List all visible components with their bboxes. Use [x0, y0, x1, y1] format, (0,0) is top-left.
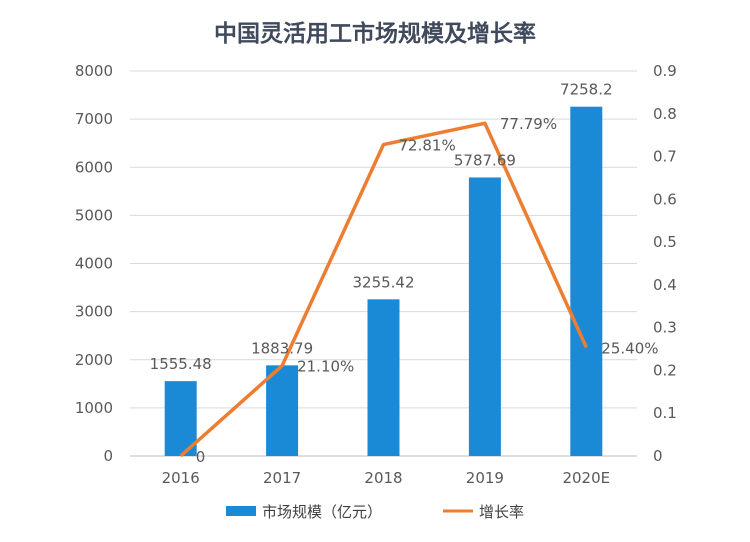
- y-left-tick-label: 3000: [75, 303, 113, 321]
- y-right-tick-label: 0.4: [653, 276, 677, 294]
- line-value-label: 25.40%: [601, 339, 658, 357]
- legend-label-bar: 市场规模（亿元）: [262, 503, 382, 521]
- bar: [367, 299, 400, 456]
- bar-value-label: 1555.48: [150, 355, 212, 373]
- legend: 市场规模（亿元） 增长率: [226, 503, 524, 521]
- y-left-tick-label: 6000: [75, 158, 113, 176]
- y-axis-right: 0 0.1 0.2 0.3 0.4 0.5 0.6 0.7 0.8 0.9: [653, 62, 677, 465]
- line-value-label: 72.81%: [399, 137, 456, 155]
- x-axis: 2016 2017 2018 2019 2020E: [162, 469, 611, 487]
- x-tick-label: 2020E: [562, 469, 610, 487]
- chart-title: 中国灵活用工市场规模及增长率: [214, 20, 536, 47]
- bar-value-label: 5787.69: [454, 151, 516, 169]
- y-right-tick-label: 0: [653, 447, 663, 465]
- y-right-tick-label: 0.9: [653, 62, 677, 80]
- bar: [266, 365, 299, 456]
- x-tick-label: 2016: [162, 469, 200, 487]
- y-right-tick-label: 0.1: [653, 404, 677, 422]
- line-value-label: 21.10%: [297, 358, 354, 376]
- y-right-tick-label: 0.6: [653, 190, 677, 208]
- legend-swatch-bar: [226, 506, 256, 516]
- line-value-label: 77.79%: [500, 115, 557, 133]
- bar-value-label: 3255.42: [352, 273, 414, 291]
- bar: [570, 106, 603, 456]
- line-value-label: 0: [196, 448, 206, 466]
- x-tick-label: 2017: [263, 469, 301, 487]
- y-left-tick-label: 1000: [75, 399, 113, 417]
- x-tick-label: 2019: [466, 469, 504, 487]
- bar: [468, 177, 501, 457]
- y-axis-left: 0 1000 2000 3000 4000 5000 6000 7000 8000: [75, 62, 113, 465]
- y-left-tick-label: 8000: [75, 62, 113, 80]
- y-right-tick-label: 0.8: [653, 105, 677, 123]
- bar-data-labels: 1555.48 1883.79 3255.42 5787.69 7258.2: [150, 81, 613, 373]
- y-left-tick-label: 7000: [75, 110, 113, 128]
- bar: [164, 381, 197, 456]
- y-right-tick-label: 0.3: [653, 319, 677, 337]
- x-tick-label: 2018: [364, 469, 402, 487]
- y-left-tick-label: 0: [103, 447, 113, 465]
- line-series: [179, 121, 588, 458]
- y-right-tick-label: 0.5: [653, 233, 677, 251]
- line-data-labels: 0 21.10% 72.81% 77.79% 25.40%: [196, 115, 659, 466]
- bar-value-label: 1883.79: [251, 339, 313, 357]
- y-left-tick-label: 2000: [75, 351, 113, 369]
- y-right-tick-label: 0.2: [653, 361, 677, 379]
- bar-value-label: 7258.2: [560, 81, 613, 99]
- y-right-tick-label: 0.7: [653, 148, 677, 166]
- bar-series: [164, 106, 603, 457]
- y-left-tick-label: 5000: [75, 206, 113, 224]
- y-left-tick-label: 4000: [75, 255, 113, 273]
- legend-label-line: 增长率: [479, 503, 524, 521]
